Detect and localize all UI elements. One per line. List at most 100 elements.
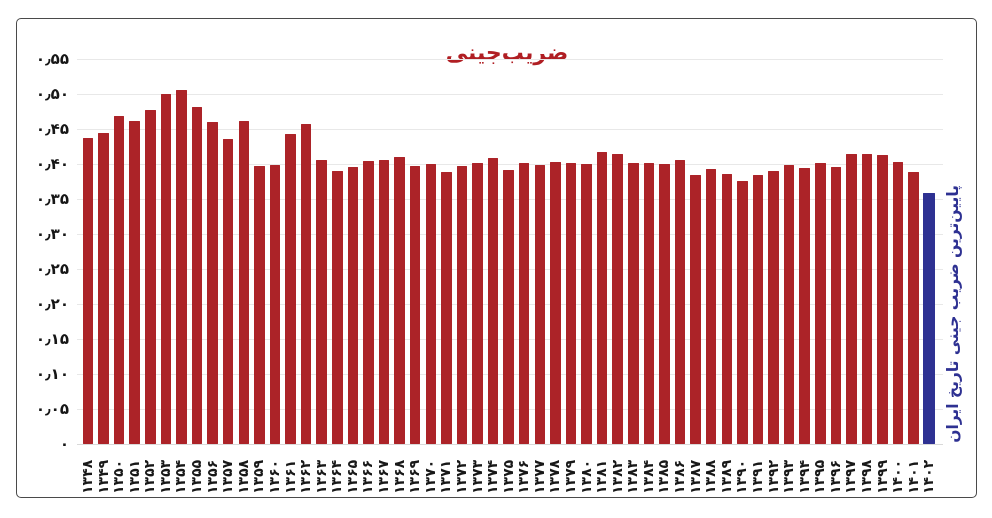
x-tick-label: ۱۳۸۴ [640,459,657,494]
bar [752,175,764,444]
x-tick-label: ۱۳۵۰ [111,459,128,494]
bar [394,157,405,444]
x-tick-label: ۱۳۶۳ [313,459,330,494]
bar [799,168,810,444]
x-tick-label: ۱۳۵۵ [189,459,206,494]
x-tick-label: ۱۳۴۸ [80,459,96,494]
x-tick-label: ۱۳۶۰ [266,459,283,494]
x-tick-label: ۱۳۹۷ [843,459,860,494]
x-tick-label: ۱۳۸۳ [625,459,642,494]
bar [254,166,265,444]
x-tick-label: ۱۳۹۱ [749,459,766,494]
x-tick-label: ۱۳۹۸ [859,459,875,494]
bar [207,122,218,444]
y-tick-label: ۰٫۴۵ [35,120,69,138]
bar [145,110,156,444]
bar [550,161,561,444]
x-tick-label: ۱۳۹۰ [734,459,751,494]
bar [285,133,296,444]
bar [160,94,172,444]
x-tick-label: ۱۴۰۲ [921,459,938,494]
bar [830,166,842,444]
x-tick-label: ۱۳۷۶ [516,459,533,494]
bar-highlight [923,193,936,444]
x-tick-label: ۱۳۸۹ [718,459,735,494]
bar [503,170,514,444]
bar [269,165,281,444]
bar [518,162,530,444]
bar [565,163,577,444]
bar [378,159,390,444]
x-tick-label: ۱۳۵۱ [126,459,143,494]
x-tick-label: ۱۳۹۵ [812,459,829,494]
bar [534,165,546,444]
x-tick-label: ۱۳۶۹ [407,459,424,494]
bar [82,138,94,444]
x-tick-label: ۱۳۷۸ [547,459,564,494]
bar [487,157,499,444]
bar [332,171,343,444]
x-tick-label: ۱۳۶۷ [376,459,393,494]
bar [472,163,483,444]
bar [363,160,374,444]
x-tick-label: ۱۳۵۳ [157,459,174,494]
x-tick-label: ۱۳۶۲ [298,459,315,494]
bar [705,168,717,444]
bar [674,159,686,444]
x-tick-label: ۱۴۰۰ [890,459,907,494]
gridline [77,59,943,60]
bar [596,152,608,444]
bar [238,120,250,444]
y-tick-label: ۰٫۰۵ [35,400,69,418]
x-tick-label: ۱۳۶۸ [391,459,408,494]
chart-frame: ضریب‌جینی ۰ ۰٫۰۵ ۰٫۱۰ ۰٫۱۵ ۰٫۲۰ ۰٫۲۵ ۰٫۳۰ ۰٫۳۵ ۰… [16,18,977,498]
bar [191,106,203,444]
x-tick-label: ۱۴۰۱ [905,459,922,494]
y-tick-label: ۰٫۴۰ [35,155,69,173]
bar [316,159,327,444]
bar [908,172,919,444]
bar [659,164,670,444]
x-tick-label: ۱۳۶۶ [360,459,377,494]
bar [98,132,109,444]
x-tick-label: ۱۳۶۱ [282,459,299,494]
x-tick-label: ۱۳۵۸ [235,459,252,494]
x-tick-label: ۱۳۶۵ [344,459,361,494]
y-tick-label: ۰٫۳۵ [35,190,69,208]
y-tick-label: ۰٫۵۵ [35,50,69,68]
lowest-gini-annotation: پایین‌ترین ضریب جینی تاریخ ایران [944,185,962,443]
x-tick-label: ۱۳۹۴ [796,459,813,494]
bar [861,154,873,444]
bar [612,153,623,444]
gridline [77,94,943,95]
x-tick-label: ۱۳۹۳ [781,459,798,494]
bar [643,162,655,444]
x-tick-label: ۱۳۸۰ [578,459,595,494]
x-tick-label: ۱۳۷۹ [562,459,579,494]
gridline [77,129,943,130]
x-tick-label: ۱۳۵۲ [142,459,159,494]
y-tick-label: ۰٫۵۰ [35,85,69,103]
bar [737,180,748,444]
x-tick-label: ۱۳۸۵ [656,459,673,494]
bar [892,161,904,444]
plot-area: ضریب‌جینی ۰ ۰٫۰۵ ۰٫۱۰ ۰٫۱۵ ۰٫۲۰ ۰٫۲۵ ۰٫۳۰ ۰٫۳۵ ۰… [17,19,976,497]
bar [129,120,140,444]
x-tick-label: ۱۳۵۶ [204,459,221,494]
x-tick-label: ۱۳۷۴ [485,459,502,494]
y-tick-label: ۰ [59,435,69,453]
x-tick-label: ۱۳۸۶ [672,459,689,494]
bar [581,164,592,444]
y-tick-label: ۰٫۳۰ [35,225,69,243]
x-tick-label: ۱۳۷۱ [438,459,455,494]
bar [441,171,452,444]
x-tick-label: ۱۳۹۲ [765,459,782,494]
bar [628,163,639,444]
x-tick-label: ۱۳۵۷ [220,459,237,494]
x-tick-label: ۱۳۵۴ [173,459,190,494]
bar [815,162,826,444]
bar [222,138,234,444]
x-tick-label: ۱۳۸۷ [687,459,704,494]
x-tick-label: ۱۳۴۹ [95,459,112,494]
x-tick-label: ۱۳۸۱ [594,459,611,494]
